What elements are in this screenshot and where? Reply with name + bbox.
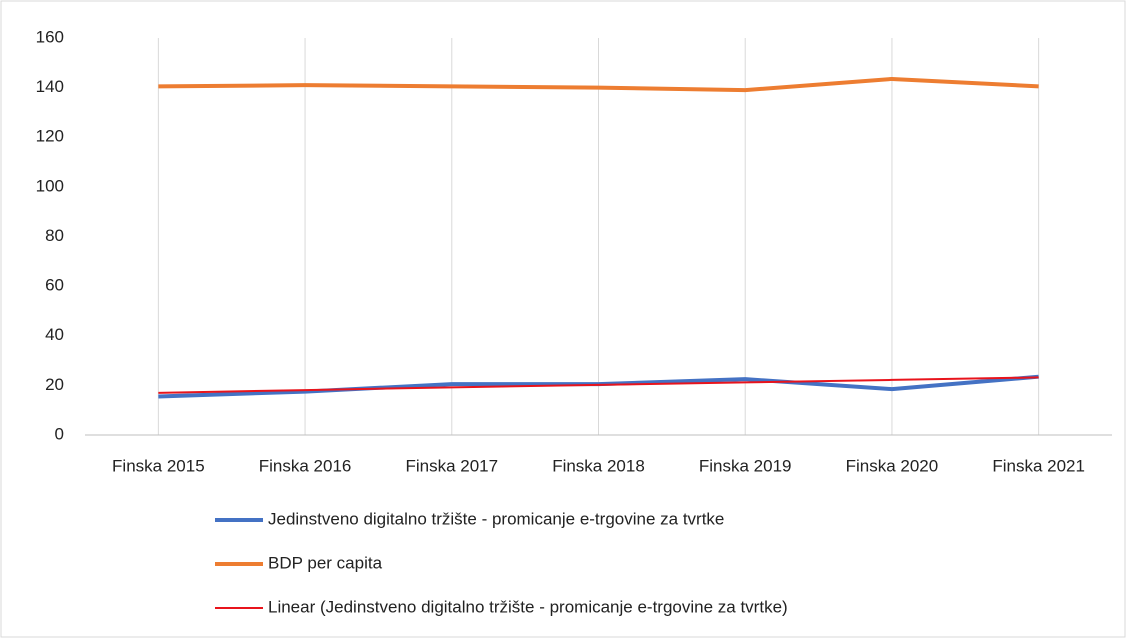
legend-label: Linear (Jedinstveno digitalno tržište - … [268, 597, 788, 616]
y-tick-label: 100 [36, 176, 64, 195]
series-line [158, 76, 1039, 93]
x-tick-label: Finska 2016 [259, 456, 352, 475]
y-tick-label: 20 [45, 375, 64, 394]
x-tick-label: Finska 2019 [699, 456, 792, 475]
y-tick-label: 120 [36, 127, 64, 146]
legend-label: Jedinstveno digitalno tržište - promican… [268, 509, 724, 528]
y-tick-label: 80 [45, 226, 64, 245]
x-tick-label: Finska 2020 [846, 456, 939, 475]
legend-label: BDP per capita [268, 553, 383, 572]
x-tick-label: Finska 2015 [112, 456, 205, 475]
y-tick-label: 160 [36, 27, 64, 46]
y-tick-label: 40 [45, 325, 64, 344]
y-tick-label: 140 [36, 77, 64, 96]
x-tick-label: Finska 2018 [552, 456, 645, 475]
y-tick-label: 60 [45, 276, 64, 295]
series-line [158, 376, 1039, 394]
x-tick-label: Finska 2021 [992, 456, 1085, 475]
x-tick-label: Finska 2017 [405, 456, 498, 475]
y-tick-label: 0 [55, 424, 64, 443]
